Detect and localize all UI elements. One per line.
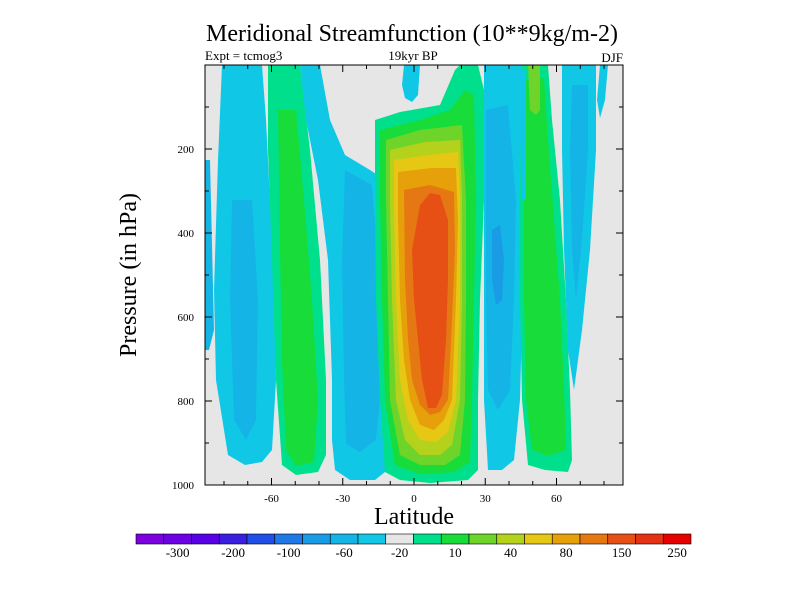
subtitle-right: DJF [601,50,623,65]
contour-fields [205,65,608,483]
colorbar-swatch [607,533,636,545]
colorbar-label: 40 [504,545,517,560]
y-tick-label: 200 [178,144,195,156]
contour-region [230,200,258,440]
x-tick-label: 60 [551,493,563,505]
contour-region [402,65,420,102]
colorbar-swatch [163,533,192,545]
x-tick-label: -60 [264,493,279,505]
x-tick-label: 0 [411,493,417,505]
y-tick-label: 600 [178,312,195,324]
colorbar-swatch [385,533,414,545]
contour-region [492,225,504,305]
colorbar-swatch [302,533,331,545]
colorbar-swatch [579,533,609,545]
y-tick-label: 1000 [172,480,195,492]
contour-region [597,65,608,118]
colorbar-label: 10 [449,545,462,560]
colorbar-swatch [440,533,470,545]
y-tick-label: 400 [178,228,195,240]
x-axis-title: Latitude [374,504,454,530]
colorbar-label: 250 [667,545,687,560]
contour-region [342,170,380,452]
colorbar-label: -300 [166,545,190,560]
colorbar-label: 80 [560,545,573,560]
colorbar-swatch [496,533,525,545]
chart-title: Meridional Streamfunction (10**9kg/m-2) [206,21,618,47]
colorbar-swatch [135,533,165,545]
colorbar-swatch [524,533,553,545]
hadley-cell-core [412,193,448,408]
x-tick-label: 30 [480,493,492,505]
contour-region [278,110,318,466]
y-axis: 200 400 600 800 1000 [172,106,623,492]
colorbar-label: -200 [221,545,245,560]
colorbar-swatch [191,533,220,545]
colorbar-swatch [413,533,442,545]
colorbar-swatch [274,533,303,545]
colorbar-swatch [635,533,664,545]
contour-region [570,85,588,300]
x-tick-label: -30 [335,493,350,505]
colorbar-swatch [551,533,581,545]
y-tick-label: 800 [178,396,195,408]
plot-area [204,64,624,486]
contour-region [524,78,566,456]
contour-region [528,65,540,115]
contour-region [205,160,214,350]
subtitle-left: Expt = tcmog3 [205,48,282,63]
colorbar-label: -60 [335,545,352,560]
subtitle-center: 19kyr BP [388,48,437,63]
colorbar-swatch [246,533,276,545]
y-axis-title: Pressure (in hPa) [116,193,142,357]
colorbar-swatch [468,533,498,545]
colorbar-label: -20 [391,545,408,560]
contour-region [522,70,526,200]
colorbar-swatch [662,533,692,545]
colorbar-swatch [329,533,359,545]
colorbar-label: 150 [612,545,632,560]
x-axis: -60 -30 0 30 60 [223,65,605,505]
colorbar: -300 -200 -100 -60 -20 10 40 80 150 250 [135,533,692,560]
colorbar-label: -100 [277,545,301,560]
colorbar-swatch [218,533,248,545]
colorbar-swatch [357,533,387,545]
